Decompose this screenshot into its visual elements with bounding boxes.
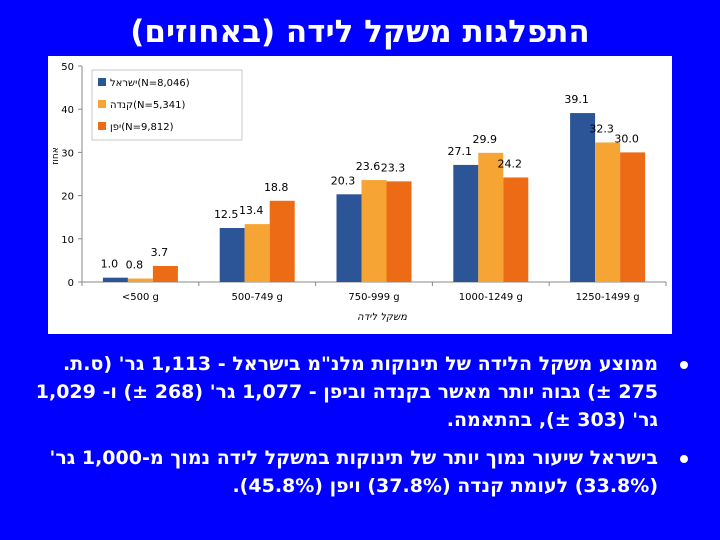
bar-ישראל <box>336 194 362 282</box>
bar-value-label: 30.0 <box>614 132 639 145</box>
x-tick-label: 500-749 g <box>232 292 283 303</box>
bar-יפן <box>620 152 646 282</box>
legend-frame <box>91 69 243 141</box>
bar-value-label: 18.8 <box>264 181 289 194</box>
bar-יפן <box>269 200 295 282</box>
legend-swatch <box>98 122 106 130</box>
bar-ישראל <box>102 277 128 282</box>
legend-label: ישראל(N=8,046) <box>110 78 190 89</box>
x-tick-label: 750-999 g <box>348 292 399 303</box>
y-tick-label: 30 <box>61 148 74 159</box>
bar-קנדה <box>244 224 270 282</box>
y-axis-label: אחוז <box>51 147 61 164</box>
bar-יפן <box>152 266 178 282</box>
legend-swatch <box>98 78 106 86</box>
x-tick-label: 1000-1249 g <box>459 292 523 303</box>
bar-value-label: 3.7 <box>151 246 169 259</box>
bar-ישראל <box>453 164 479 282</box>
bar-value-label: 29.9 <box>473 133 498 146</box>
y-tick-label: 50 <box>61 62 74 73</box>
x-tick-label: 1250-1499 g <box>576 292 640 303</box>
bar-קנדה <box>127 278 153 282</box>
bar-chart: 0 10 20 30 40 50 <500 g 500-749 g 750-999 g 1000-… <box>51 62 667 323</box>
legend-swatch <box>98 100 106 108</box>
bullet-list: ממוצע משקל הלידה של תינוקות מלנ"מ בישראל… <box>28 350 688 510</box>
bar-קנדה <box>361 180 387 282</box>
bar-value-label: 23.3 <box>381 161 406 174</box>
chart-legend: ישראל(N=8,046) קנדה(N=5,341) יפן(N=9,812) <box>91 69 243 141</box>
x-axis-label: משקל לידה <box>357 312 407 323</box>
bar-value-label: 32.3 <box>589 122 614 135</box>
chart-panel: 0 10 20 30 40 50 <500 g 500-749 g 750-999 g 1000-… <box>48 56 672 334</box>
bar-value-label: 1.0 <box>101 258 119 271</box>
bullet-text: ממוצע משקל הלידה של תינוקות מלנ"מ בישראל… <box>35 353 658 431</box>
bar-value-label: 12.5 <box>214 208 239 221</box>
chart-bars <box>102 113 646 282</box>
bullet-text: בישראל שיעור נמוך יותר של תינוקות במשקל … <box>49 447 659 497</box>
y-tick-label: 20 <box>61 192 74 203</box>
y-tick-label: 40 <box>61 105 74 116</box>
slide-title: התפלגות משקל לידה (באחוזים) <box>130 14 590 50</box>
bullet-item: בישראל שיעור נמוך יותר של תינוקות במשקל … <box>28 444 688 500</box>
bar-קנדה <box>478 152 504 282</box>
chart-data-labels: 1.0 0.8 3.7 12.5 13.418.8 20.323.6 23.3 27.129.… <box>101 93 639 271</box>
bar-value-label: 0.8 <box>126 259 143 272</box>
bullet-dot-icon <box>680 361 688 369</box>
bar-ישראל <box>219 228 245 282</box>
bar-ישראל <box>570 113 596 282</box>
bar-יפן <box>503 177 529 282</box>
chart-axes: 0 10 20 30 40 50 <500 g 500-749 g 750-999 g 1000-… <box>61 62 667 303</box>
bar-value-label: 27.1 <box>448 145 473 158</box>
bar-value-label: 24.2 <box>498 157 523 170</box>
bar-קנדה <box>595 142 621 282</box>
bar-value-label: 23.6 <box>356 160 381 173</box>
x-tick-label: <500 g <box>122 292 159 303</box>
bar-יפן <box>386 181 412 282</box>
bullet-item: ממוצע משקל הלידה של תינוקות מלנ"מ בישראל… <box>28 350 688 434</box>
legend-label: קנדה(N=5,341) <box>110 100 185 111</box>
bar-value-label: 20.3 <box>331 174 356 187</box>
bullet-dot-icon <box>680 455 688 463</box>
y-tick-label: 10 <box>61 235 74 246</box>
legend-label: יפן(N=9,812) <box>110 122 174 133</box>
bar-value-label: 13.4 <box>239 204 264 217</box>
y-tick-label: 0 <box>68 278 74 289</box>
bar-value-label: 39.1 <box>564 93 589 106</box>
